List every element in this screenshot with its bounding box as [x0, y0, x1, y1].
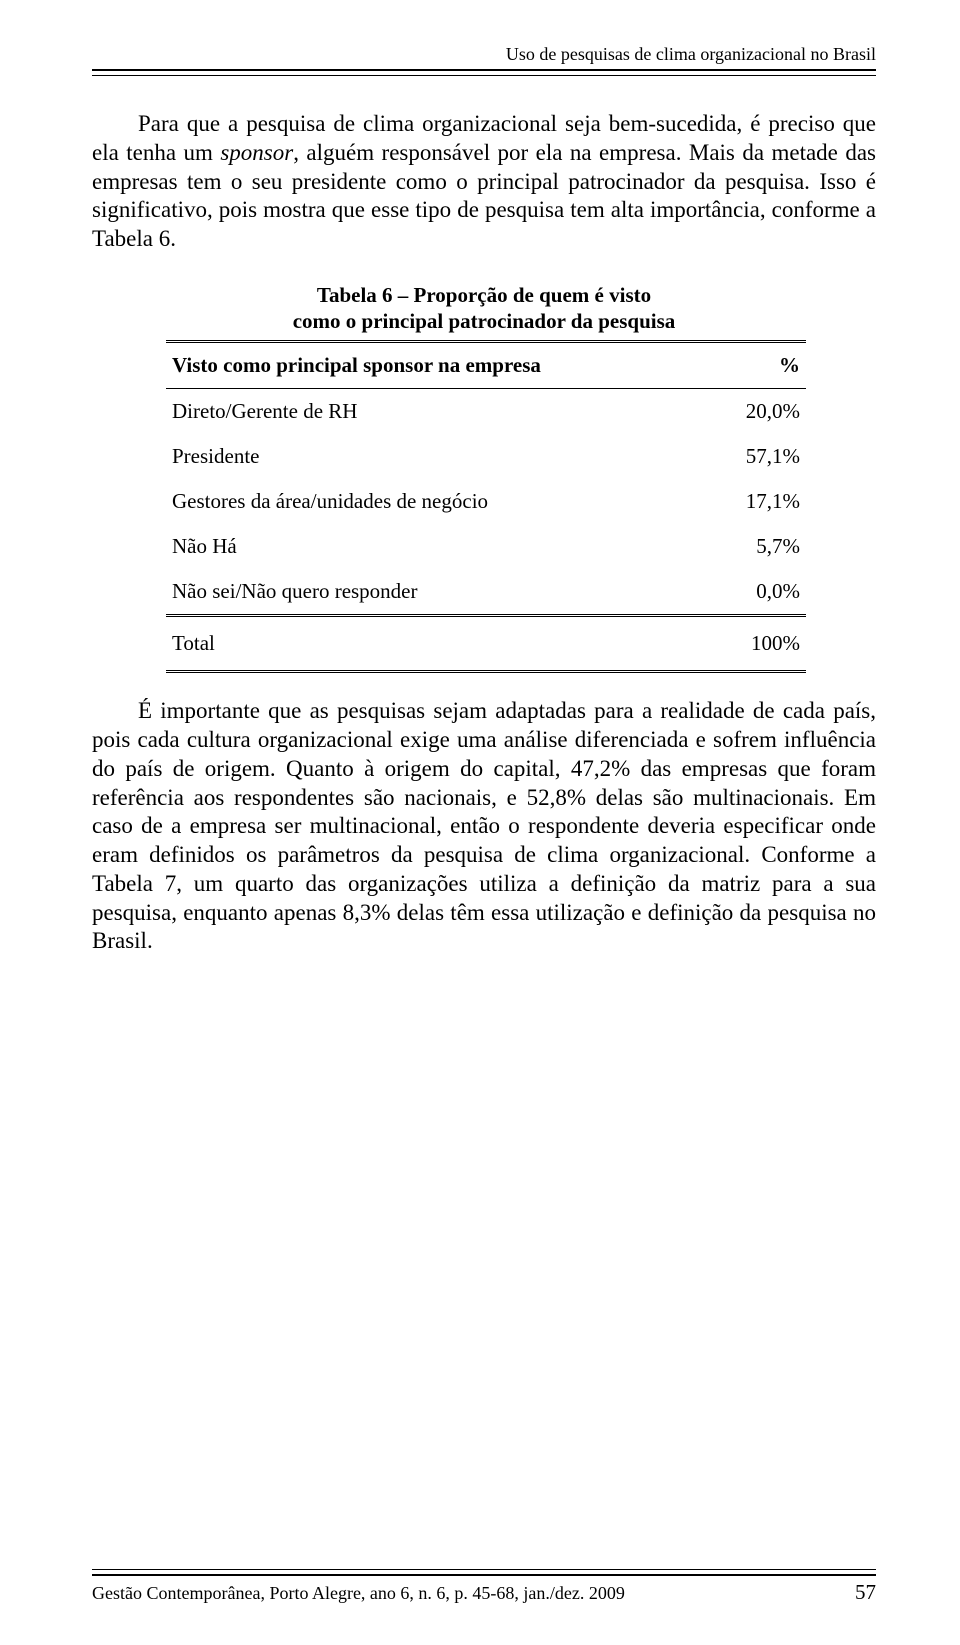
table-row: Presidente 57,1%	[166, 434, 806, 479]
table6-cell-pct: 20,0%	[674, 389, 806, 435]
footer-page-number: 57	[855, 1580, 876, 1605]
table6-total-row: Total 100%	[166, 616, 806, 672]
footer-line: Gestão Contemporânea, Porto Alegre, ano …	[92, 1580, 876, 1605]
table6-header-label: Visto como principal sponsor na empresa	[166, 342, 674, 389]
footer-rule	[92, 1569, 876, 1576]
table6-cell-label: Gestores da área/unidades de negócio	[166, 479, 674, 524]
table6-cell-label: Não sei/Não quero responder	[166, 569, 674, 616]
table6-caption: Tabela 6 – Proporção de quem é visto com…	[92, 282, 876, 335]
table6-cell-label: Não Há	[166, 524, 674, 569]
spacer	[92, 673, 876, 697]
header-rule	[92, 69, 876, 76]
table6-total-pct: 100%	[674, 616, 806, 672]
table6-caption-line1: Tabela 6 – Proporção de quem é visto	[317, 283, 651, 307]
table6-header-pct: %	[674, 342, 806, 389]
table6-cell-pct: 0,0%	[674, 569, 806, 616]
table-row: Não Há 5,7%	[166, 524, 806, 569]
table6-cell-label: Presidente	[166, 434, 674, 479]
table-row: Direto/Gerente de RH 20,0%	[166, 389, 806, 435]
table6-total-label: Total	[166, 616, 674, 672]
table6-cell-pct: 57,1%	[674, 434, 806, 479]
table6-cell-pct: 17,1%	[674, 479, 806, 524]
table6-wrapper: Visto como principal sponsor na empresa …	[92, 340, 876, 673]
running-header: Uso de pesquisas de clima organizacional…	[92, 44, 876, 65]
table-row: Não sei/Não quero responder 0,0%	[166, 569, 806, 616]
footer-citation: Gestão Contemporânea, Porto Alegre, ano …	[92, 1583, 625, 1604]
table6-header-row: Visto como principal sponsor na empresa …	[166, 342, 806, 389]
paragraph-1: Para que a pesquisa de clima organizacio…	[92, 110, 876, 254]
page-footer: Gestão Contemporânea, Porto Alegre, ano …	[92, 1569, 876, 1605]
table-row: Gestores da área/unidades de negócio 17,…	[166, 479, 806, 524]
table6: Visto como principal sponsor na empresa …	[166, 340, 806, 673]
paragraph-2: É importante que as pesquisas sejam adap…	[92, 697, 876, 956]
paragraph-1-sponsor-italic: sponsor	[220, 140, 293, 165]
table6-cell-pct: 5,7%	[674, 524, 806, 569]
table6-cell-label: Direto/Gerente de RH	[166, 389, 674, 435]
table6-caption-line2: como o principal patrocinador da pesquis…	[293, 309, 676, 333]
page: Uso de pesquisas de clima organizacional…	[0, 0, 960, 1645]
